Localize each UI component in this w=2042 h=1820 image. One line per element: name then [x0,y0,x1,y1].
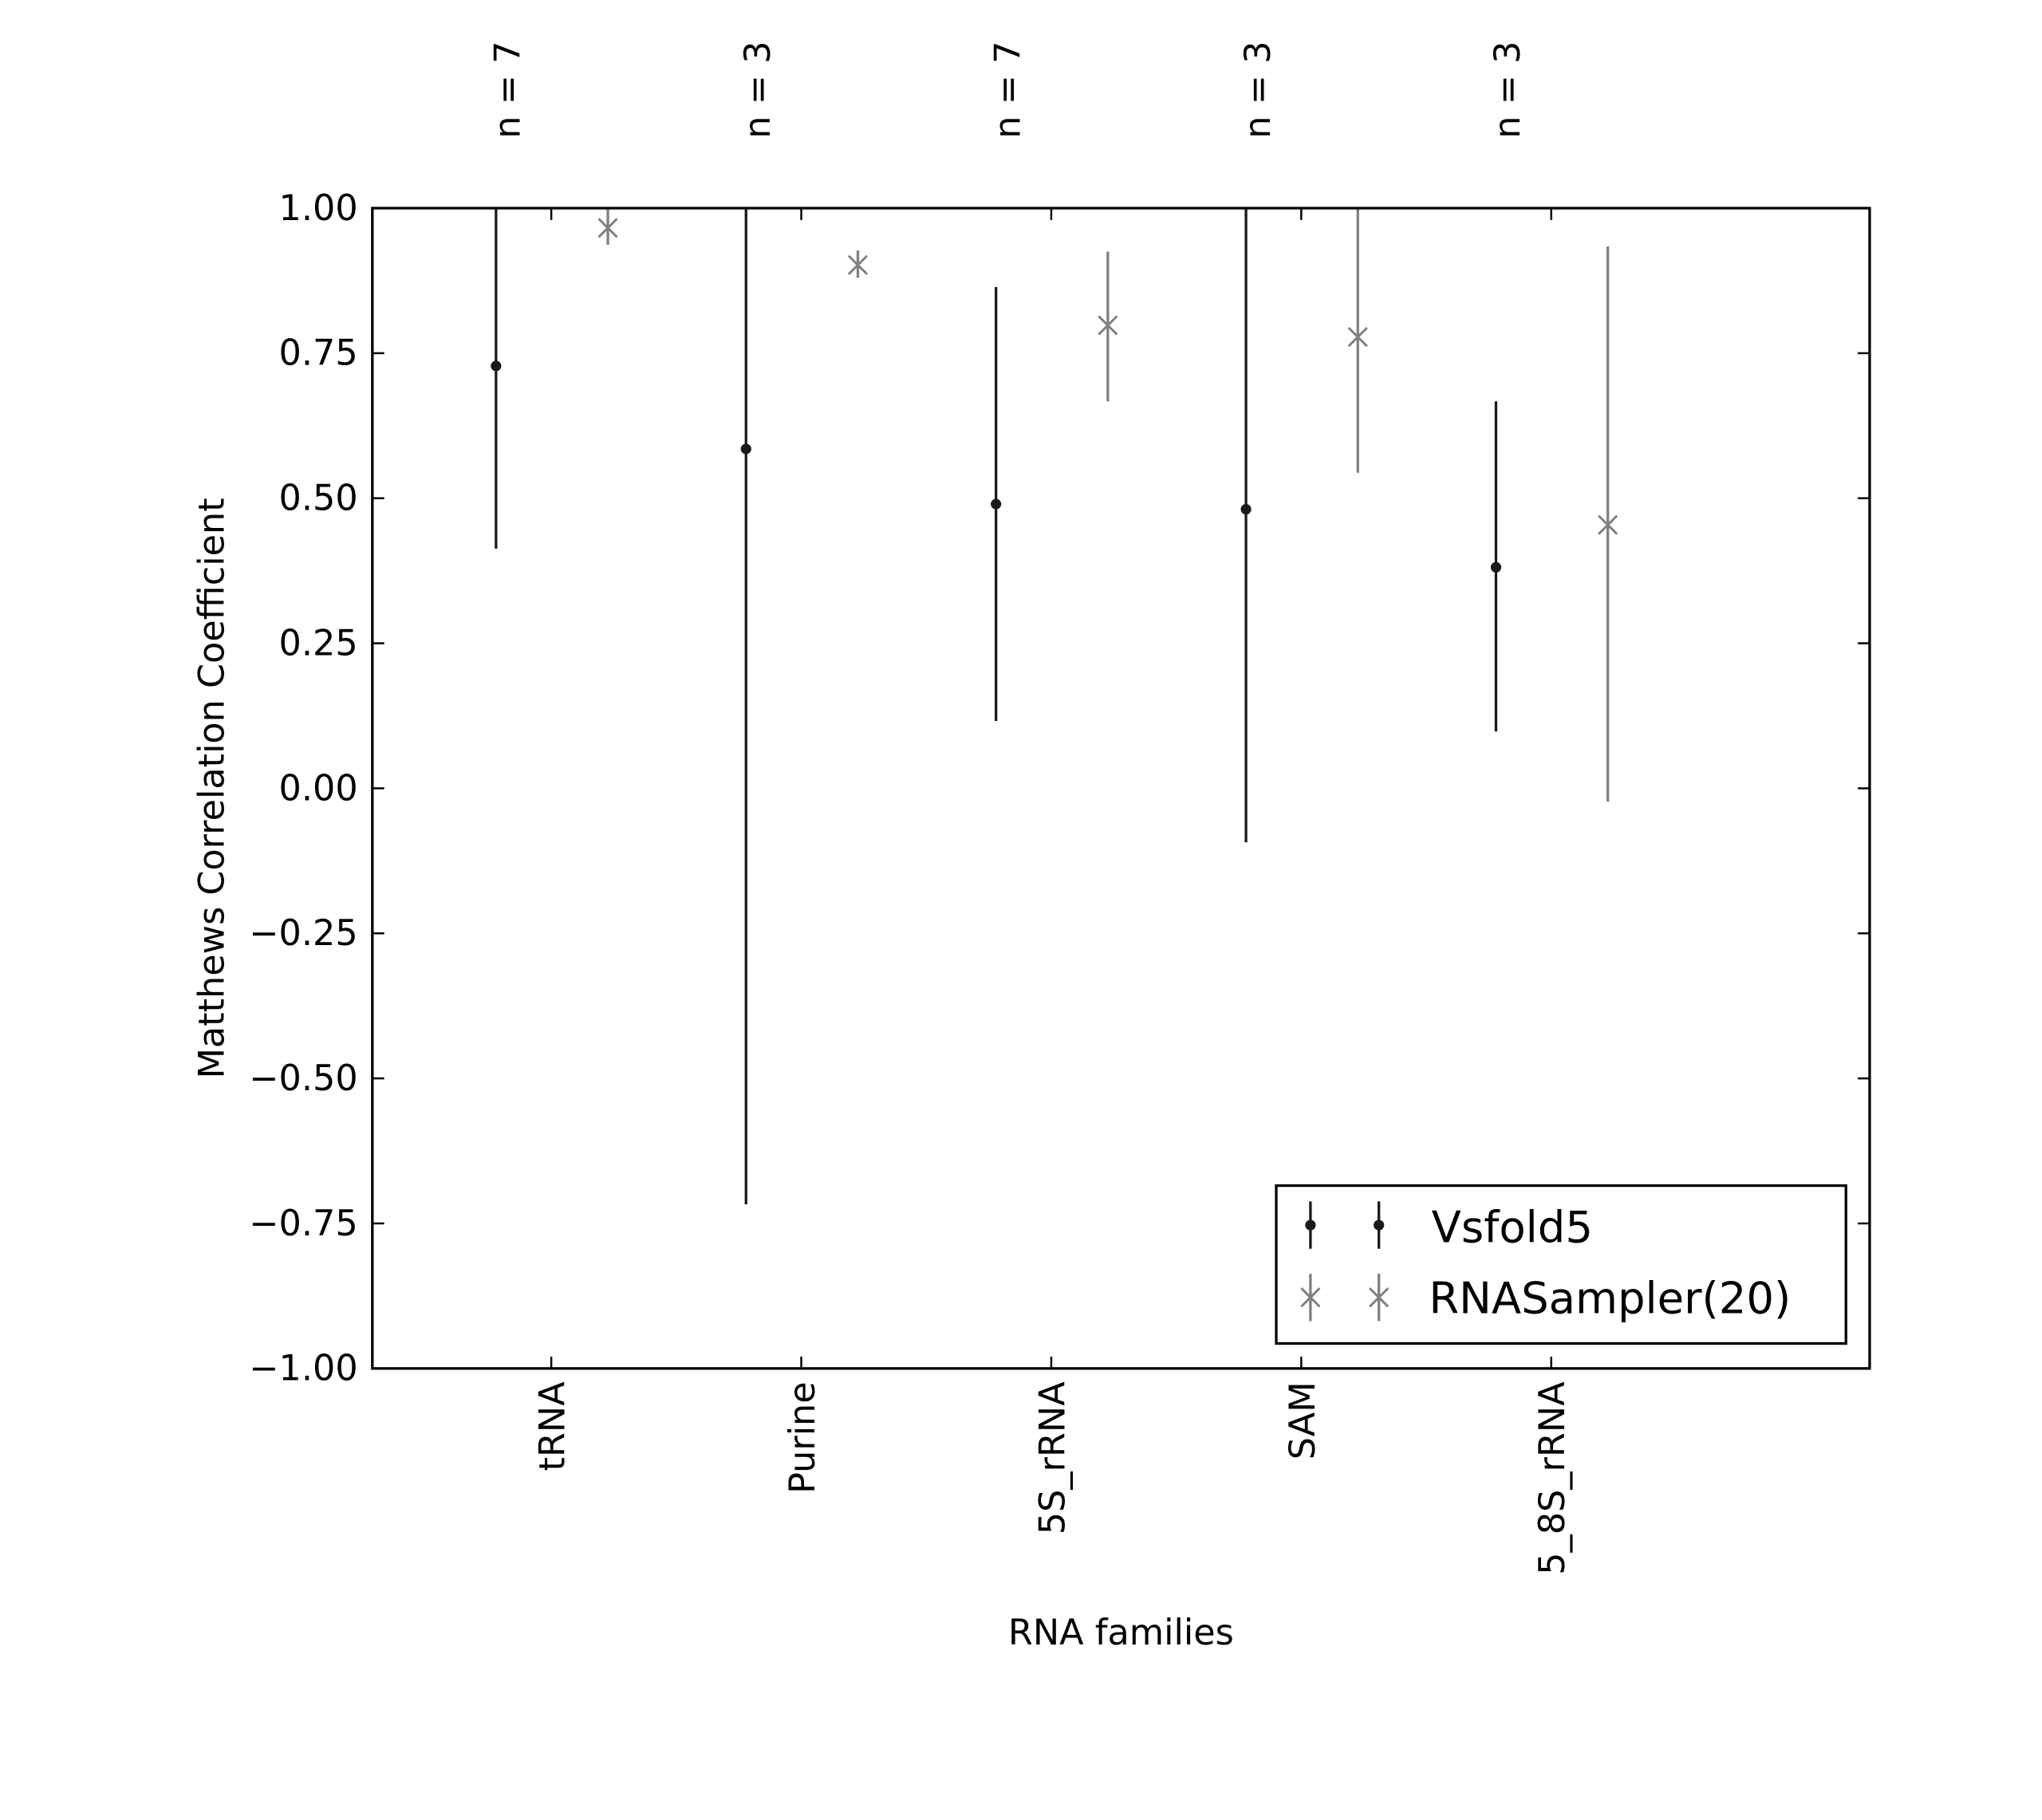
x-tick-label: 5S_rRNA [1031,1381,1073,1534]
data-point [597,218,618,238]
legend-label-rnasampler: RNASampler(20) [1429,1273,1791,1324]
x-tick-label: 5_8S_rRNA [1532,1381,1573,1575]
y-tick-label: 1.00 [279,187,358,229]
y-tick-label: −0.25 [249,912,357,954]
x-tick-label: tRNA [532,1381,574,1471]
n-annotation: n = 3 [737,41,779,138]
plot-area-frame [371,207,1871,1370]
data-point [1305,1219,1316,1231]
y-tick-label: −1.00 [249,1348,357,1389]
data-point [1347,326,1368,348]
legend-label-vsfold5: Vsfold5 [1432,1201,1593,1252]
n-annotation: n = 3 [1237,41,1279,138]
y-tick-label: 0.25 [279,622,358,664]
n-annotation: n = 7 [987,41,1028,138]
legend: Vsfold5 RNASampler(20) [1275,1184,1847,1345]
n-annotation: n = 3 [1487,41,1528,138]
y-tick-label: 0.50 [279,478,358,519]
data-point [491,360,502,372]
data-point [1240,503,1252,515]
data-point [991,498,1002,510]
y-tick-label: 0.00 [279,767,358,809]
data-point [1490,561,1502,573]
data-point [740,443,751,455]
x-tick-label: SAM [1282,1381,1323,1460]
y-tick-label: 0.75 [279,333,358,374]
data-point [1098,315,1118,336]
x-tick-label: Purine [782,1381,823,1494]
y-axis-label: Matthews Correlation Coefficient [191,498,232,1078]
y-tick-label: −0.50 [249,1058,357,1099]
x-axis-label: RNA families [1008,1612,1234,1653]
n-annotation: n = 7 [487,41,529,138]
data-point [847,254,869,275]
data-point [1598,514,1618,535]
y-tick-label: −0.75 [249,1203,357,1244]
data-point [1374,1219,1385,1231]
legend-box [1275,1184,1847,1345]
data-point [1369,1287,1390,1308]
data-point [1300,1287,1321,1308]
